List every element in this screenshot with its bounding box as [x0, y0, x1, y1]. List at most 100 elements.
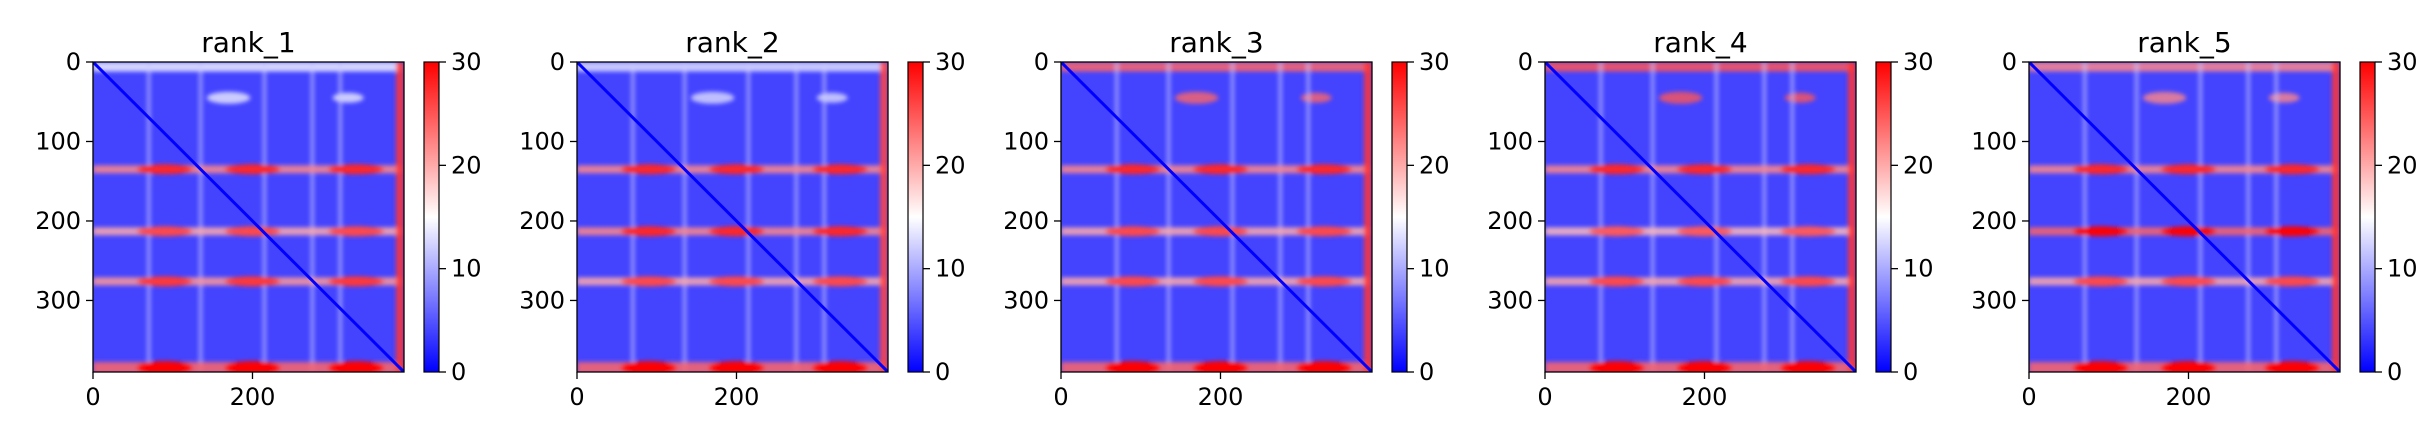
- band-peak: [812, 226, 869, 237]
- column-streak: [1650, 62, 1655, 372]
- band-peak: [2072, 276, 2129, 287]
- column-streak: [682, 62, 687, 372]
- y-tick-label: 100: [35, 127, 81, 155]
- blob: [816, 92, 848, 103]
- band-peak: [1676, 226, 1733, 237]
- colorbar-tick-label: 0: [2387, 358, 2402, 386]
- y-tick-label: 200: [519, 207, 565, 235]
- x-tick-label: 0: [1053, 383, 1068, 411]
- colorbar-tick-label: 0: [1903, 358, 1918, 386]
- y-tick-label: 200: [1487, 207, 1533, 235]
- band-peak: [620, 361, 677, 372]
- column-streak: [1714, 62, 1719, 372]
- column-streak: [310, 62, 315, 372]
- colorbar-tick-label: 30: [1903, 48, 1934, 76]
- x-tick-label: 200: [230, 383, 276, 411]
- diagonal: [1061, 62, 1372, 372]
- top-edge-band: [1545, 62, 1856, 72]
- blob: [206, 91, 251, 104]
- colorbar-tick-label: 10: [935, 255, 966, 283]
- y-tick-label: 0: [550, 48, 565, 76]
- column-streak: [1306, 62, 1311, 372]
- column-streak: [794, 62, 799, 372]
- right-edge-band: [880, 62, 888, 372]
- blob: [1300, 92, 1332, 103]
- band-peak: [1104, 276, 1161, 287]
- y-tick-label: 200: [1003, 207, 1049, 235]
- band-peak: [1588, 276, 1645, 287]
- band-peak: [1588, 226, 1645, 237]
- x-tick-label: 0: [569, 383, 584, 411]
- y-tick-label: 100: [1971, 127, 2017, 155]
- band-peak: [1780, 276, 1837, 287]
- y-tick-label: 300: [1003, 286, 1049, 314]
- panel-rank_4: rank_4 0 200 0 100 200 300 0 10 20 30: [1487, 26, 1933, 411]
- colorbar: [423, 61, 440, 373]
- colorbar-tick-label: 0: [935, 358, 950, 386]
- axes-frame: [2028, 61, 2341, 373]
- y-tick-label: 100: [519, 127, 565, 155]
- colorbar-tick-label: 10: [2387, 255, 2418, 283]
- heatmap: [93, 62, 404, 372]
- x-tick-label: 200: [714, 383, 760, 411]
- y-tick-label: 0: [1034, 48, 1049, 76]
- band-peak: [2072, 361, 2129, 372]
- band-peak: [1104, 164, 1161, 175]
- blob: [2268, 92, 2300, 103]
- band-peak: [1588, 361, 1645, 372]
- band-peak: [1296, 226, 1353, 237]
- band-peak: [224, 164, 281, 175]
- x-tick-label: 200: [1198, 383, 1244, 411]
- colorbar-tick-label: 20: [1903, 151, 1934, 179]
- column-streak: [338, 62, 343, 372]
- right-edge-band: [396, 62, 404, 372]
- band-peak: [1192, 276, 1249, 287]
- heatmap: [1545, 62, 1856, 372]
- column-streak: [2246, 62, 2251, 372]
- x-tick-label: 0: [2021, 383, 2036, 411]
- band-peak: [136, 361, 193, 372]
- panel-rank_2: rank_2 0 200 0 100 200 300 0 10 20 30: [519, 26, 965, 411]
- column-streak: [2082, 62, 2087, 372]
- colorbar-tick-label: 20: [1419, 151, 1450, 179]
- diagonal: [1545, 62, 1856, 372]
- band-peak: [812, 361, 869, 372]
- top-edge-band: [2029, 62, 2340, 72]
- colorbar-tick-label: 20: [451, 151, 482, 179]
- band-peak: [2264, 361, 2321, 372]
- colorbar-tick-label: 10: [1903, 255, 1934, 283]
- colorbar: [907, 61, 924, 373]
- band-peak: [620, 226, 677, 237]
- right-edge-band: [1848, 62, 1856, 372]
- top-edge-band: [577, 62, 888, 72]
- column-streak: [630, 62, 635, 372]
- x-tick-label: 0: [85, 383, 100, 411]
- y-tick-label: 100: [1487, 127, 1533, 155]
- panel-title: rank_2: [685, 26, 779, 59]
- column-streak: [1166, 62, 1171, 372]
- blob: [1658, 91, 1703, 104]
- x-tick-label: 200: [2166, 383, 2212, 411]
- axes-frame: [1060, 61, 1373, 373]
- band-peak: [1588, 164, 1645, 175]
- diagonal: [2029, 62, 2340, 372]
- band-peak: [2072, 164, 2129, 175]
- band-peak: [1192, 164, 1249, 175]
- band-peak: [708, 276, 765, 287]
- axes-frame: [92, 61, 405, 373]
- band-peak: [1780, 361, 1837, 372]
- axes-frame: [576, 61, 889, 373]
- right-edge-band: [1364, 62, 1372, 372]
- heatmap: [577, 62, 888, 372]
- band-peak: [1676, 361, 1733, 372]
- panel-rank_3: rank_3 0 200 0 100 200 300 0 10 20 30: [1003, 26, 1449, 411]
- column-streak: [1278, 62, 1283, 372]
- blob: [2142, 91, 2187, 104]
- band-peak: [1780, 226, 1837, 237]
- blob: [1174, 91, 1219, 104]
- band-peak: [136, 226, 193, 237]
- column-streak: [822, 62, 827, 372]
- y-tick-label: 200: [1971, 207, 2017, 235]
- band-peak: [2160, 361, 2217, 372]
- colorbar: [2359, 61, 2376, 373]
